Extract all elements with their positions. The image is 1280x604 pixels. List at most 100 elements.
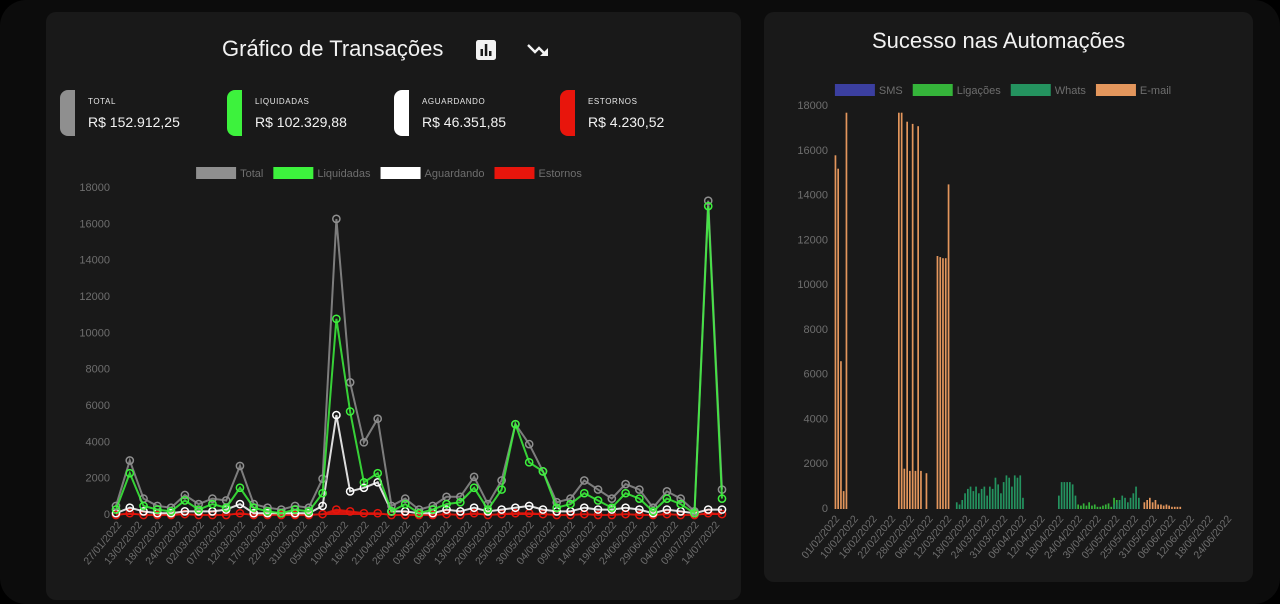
bar-e-mail [1157,504,1159,509]
data-point-total [208,494,217,503]
data-point-total [593,485,603,494]
data-point-aguardando [318,501,327,511]
bar-whats [978,493,980,509]
data-point-liquidadas [593,496,603,505]
bar-e-mail [911,123,914,510]
bar-whats [1008,477,1010,509]
stat-liquidadas-value: R$ 102.329,88 [255,114,347,130]
data-point-liquidadas [221,503,231,513]
bar-ligações [1110,506,1113,509]
data-point-aguardando [235,499,245,509]
bar-ligações [1077,504,1079,509]
data-point-aguardando [662,505,672,514]
bar-whats [1005,475,1008,509]
data-point-liquidadas [511,419,520,429]
transactions-panel: Gráfico de Transações TOTAL R$ 152.912,2… [46,12,741,600]
data-point-liquidadas [483,505,493,514]
data-point-total [469,472,479,482]
data-point-liquidadas [249,503,259,513]
bar-whats [1066,482,1068,509]
data-point-liquidadas [290,505,300,514]
bar-whats [969,486,972,509]
data-point-liquidadas [194,505,203,514]
bar-whats [1071,484,1074,509]
data-point-aguardando [703,505,713,514]
legend-label: Estornos [538,168,582,180]
bar-e-mail [1176,506,1179,509]
data-point-estornos [469,508,479,518]
bar-whats [986,495,988,509]
bar-e-mail [1151,502,1154,509]
bar-e-mail [947,184,950,509]
bar-ligações [1091,505,1093,509]
data-point-aguardando [579,503,589,513]
bar-e-mail [1173,506,1176,509]
bar-whats [991,488,994,509]
data-point-estornos [318,509,327,519]
legend-swatch-liquidadas [273,167,314,179]
bar-whats [961,500,964,509]
series-line-aguardando [115,414,722,515]
bar-whats [958,504,961,509]
bar-ligações [1082,503,1085,509]
bar-e-mail [903,468,906,509]
data-point-total [125,456,135,465]
data-point-liquidadas [263,507,272,516]
trending-down-icon[interactable] [526,38,550,62]
stat-estornos: ESTORNOS R$ 4.230,52 [560,90,720,138]
data-point-estornos [635,510,644,520]
bar-e-mail [906,121,908,509]
data-point-estornos [332,505,341,514]
bar-chart-icon[interactable] [474,38,498,62]
data-point-liquidadas [152,505,162,514]
stat-estornos-label: ESTORNOS [588,97,638,106]
bar-e-mail [898,112,900,509]
data-point-liquidadas [235,483,245,493]
bar-ligações [1104,504,1107,509]
bar-whats [1000,493,1002,509]
bar-e-mail [939,257,942,509]
data-point-estornos [579,509,589,519]
data-point-total [235,461,245,471]
data-point-liquidadas [442,499,451,509]
data-point-liquidadas [332,314,341,324]
data-point-estornos [125,508,135,518]
bar-e-mail [842,491,845,509]
bar-whats [1132,493,1135,509]
bar-whats [1138,497,1140,509]
data-point-liquidadas [455,497,465,507]
bar-e-mail [900,112,903,509]
bar-e-mail [1143,502,1146,509]
transactions-chart-title: Gráfico de Transações [222,36,444,61]
bar-whats [1060,482,1063,509]
bar-whats [1113,504,1115,509]
data-point-liquidadas [524,457,534,467]
bar-e-mail [1165,504,1168,509]
stat-aguardando: AGUARDANDO R$ 46.351,85 [394,90,554,138]
bar-e-mail [914,470,917,509]
data-point-estornos [511,508,520,518]
legend-swatch-e-mail [1095,84,1136,96]
bar-ligações [1099,506,1102,509]
data-point-estornos [235,508,245,518]
data-point-aguardando [497,505,506,514]
data-point-aguardando [593,505,603,514]
legend-label: Ligações [957,85,1002,97]
transactions-line-chart: Total Liquidadas Aguardando Estornos 0 2000 40… [79,167,727,567]
data-point-liquidadas [690,508,699,518]
data-point-aguardando [635,505,644,514]
data-point-liquidadas [703,201,713,211]
data-point-liquidadas [635,494,644,503]
stat-total-value: R$ 152.912,25 [88,114,180,130]
data-point-liquidadas [676,499,686,509]
legend-swatch-aguardando [380,167,421,179]
data-point-aguardando [511,503,520,513]
series-line-liquidadas [115,206,723,516]
y-tick-label: 0 [822,503,828,515]
bar-e-mail [834,155,837,510]
bar-e-mail [1154,500,1157,509]
y-tick-label: 4000 [804,413,828,425]
data-point-estornos [373,508,383,518]
y-tick-label: 18000 [79,182,110,194]
